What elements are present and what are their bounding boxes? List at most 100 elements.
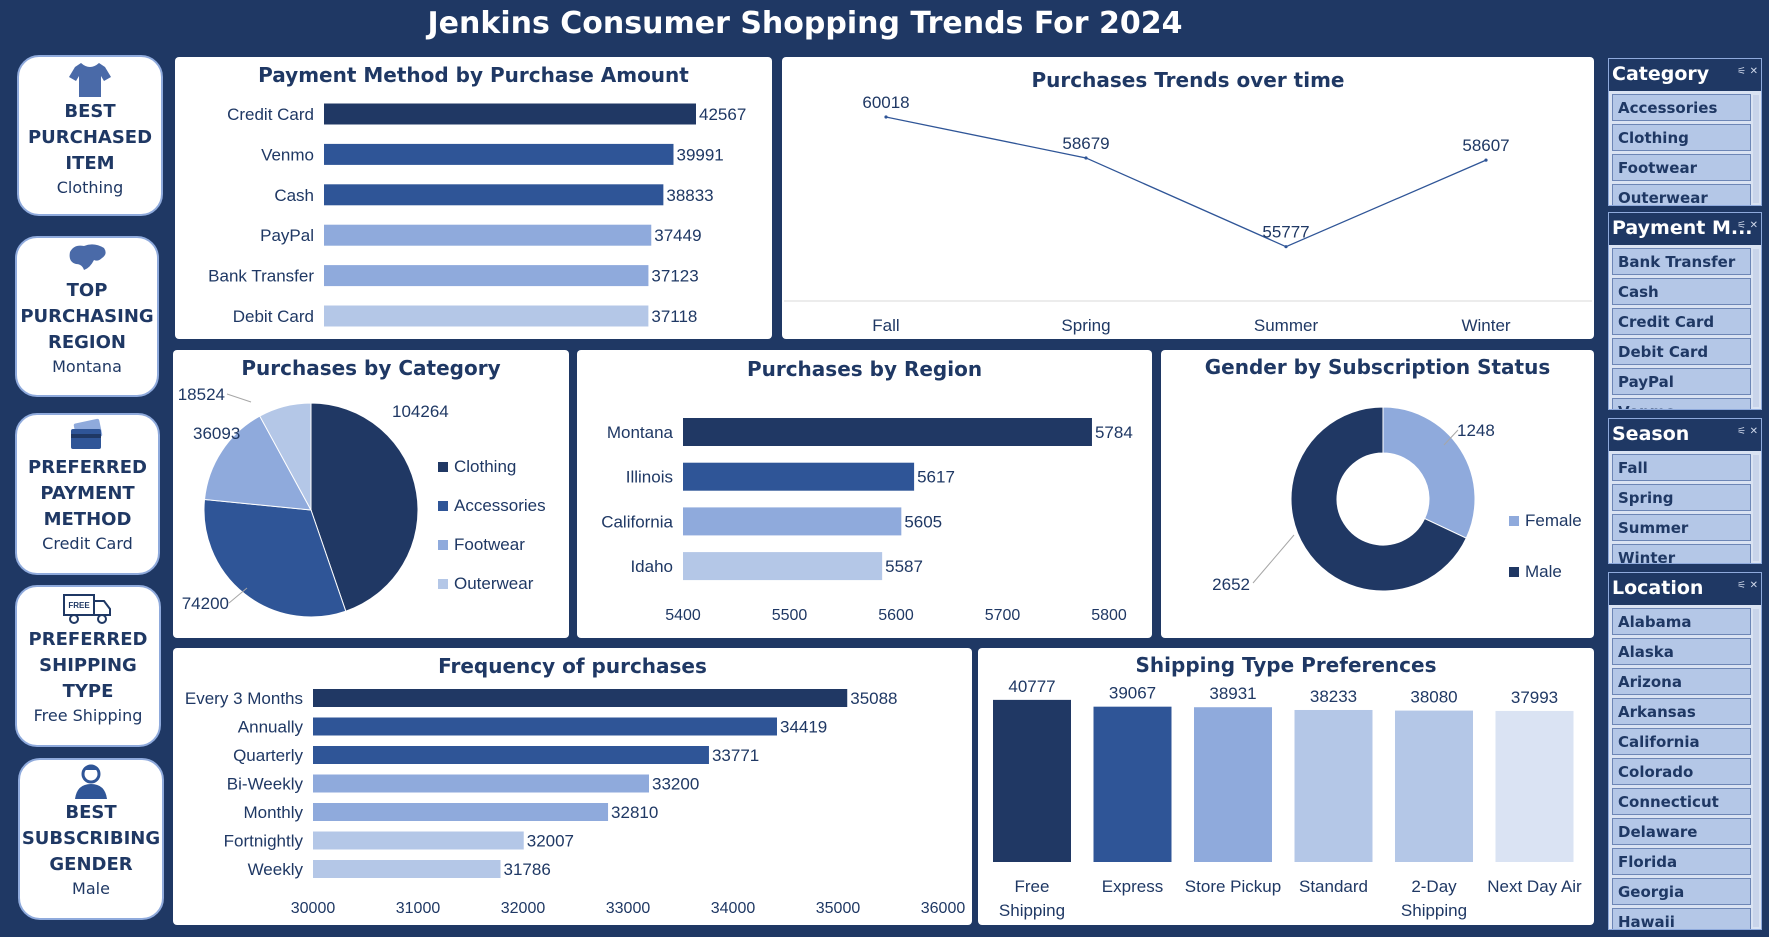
kpi-best-subscribing-gender: BEST SUBSCRIBING GENDER Male	[18, 758, 164, 920]
shirt-icon	[69, 63, 111, 97]
pie-slice	[310, 402, 419, 612]
slicer-item[interactable]: Winter	[1612, 544, 1751, 563]
data-label: 5784	[1095, 423, 1133, 442]
category-label: Cash	[274, 186, 314, 205]
slicer-item[interactable]: Spring	[1612, 484, 1751, 511]
category-label: Bi-Weekly	[227, 775, 304, 794]
bar	[313, 831, 524, 850]
data-label: 2652	[1212, 575, 1250, 594]
category-label: Every 3 Months	[185, 689, 303, 708]
category-label: Idaho	[630, 557, 673, 576]
category-label: Free	[1015, 877, 1050, 896]
bar	[1395, 710, 1473, 862]
legend-label: Outerwear	[454, 574, 534, 593]
slicer-category[interactable]: Category ⚟ ✕ Accessories Clothing Footwear O…	[1608, 58, 1762, 206]
slicer-item[interactable]: Arizona	[1612, 668, 1751, 695]
slicer-filter-icons[interactable]: ⚟ ✕	[1737, 66, 1758, 77]
data-label: 37449	[654, 226, 701, 245]
slicer-title: Payment M...	[1612, 217, 1753, 239]
pie-slice	[1382, 406, 1476, 539]
slicer-item[interactable]: Credit Card	[1612, 308, 1751, 335]
bar	[313, 689, 848, 707]
panel-payment-method: Payment Method by Purchase Amount Credit…	[175, 57, 772, 339]
data-label: 55777	[1262, 223, 1309, 242]
slicer-item[interactable]: Debit Card	[1612, 338, 1751, 365]
legend-swatch	[1509, 567, 1519, 577]
slicer-title: Category	[1612, 63, 1710, 85]
slicer-item[interactable]: Fall	[1612, 454, 1751, 481]
category-label: Illinois	[626, 468, 673, 487]
leader-line	[1443, 429, 1459, 446]
x-tick-label: 31000	[396, 900, 441, 917]
category-label: PayPal	[260, 226, 314, 245]
kpi-value: Montana	[52, 357, 122, 376]
data-label: 37993	[1511, 688, 1558, 707]
slicer-item[interactable]: Summer	[1612, 514, 1751, 541]
slicer-item[interactable]: Florida	[1612, 848, 1751, 875]
x-tick-label: 36000	[921, 900, 966, 917]
bar	[1194, 707, 1272, 862]
kpi-preferred-shipping-type: FREE PREFERRED SHIPPING TYPE Free Shippi…	[15, 585, 161, 747]
slicer-item[interactable]: Outerwear	[1612, 184, 1751, 205]
bar	[313, 803, 609, 821]
data-label: 32007	[527, 832, 574, 851]
slicer-item[interactable]: Clothing	[1612, 124, 1751, 151]
category-pie-chart: 104264 74200 36093 18524 Clothing Accessories…	[178, 385, 546, 618]
pie-slice	[1290, 406, 1467, 592]
data-label: 31786	[504, 860, 551, 879]
slicer-scrollbar[interactable]	[1753, 95, 1759, 203]
slicer-item[interactable]: Accessories	[1612, 94, 1751, 121]
bar	[324, 305, 649, 327]
slicer-item[interactable]: Hawaii	[1612, 908, 1751, 929]
data-label: 5605	[904, 512, 942, 531]
slicer-item[interactable]: PayPal	[1612, 368, 1751, 395]
payment-method-chart: Credit Card 42567 Venmo 39991 Cash 38833 PayPa…	[208, 103, 746, 327]
data-label: 40777	[1008, 677, 1055, 696]
x-tick-label: Winter	[1461, 316, 1510, 335]
person-icon	[75, 764, 107, 799]
slicer-scrollbar[interactable]	[1753, 609, 1759, 927]
slicer-item[interactable]: California	[1612, 728, 1751, 755]
chart-title: Frequency of purchases	[438, 654, 707, 678]
slicer-item[interactable]: Delaware	[1612, 818, 1751, 845]
slicer-scrollbar[interactable]	[1753, 455, 1759, 561]
bar	[1093, 706, 1172, 862]
bar	[313, 717, 777, 736]
category-label: California	[601, 512, 673, 531]
slicer-item[interactable]: Alabama	[1612, 608, 1751, 635]
slicer-item[interactable]: Bank Transfer	[1612, 248, 1751, 275]
slicer-item[interactable]: Georgia	[1612, 878, 1751, 905]
chart-title: Shipping Type Preferences	[1135, 653, 1437, 677]
slicer-item[interactable]: Connecticut	[1612, 788, 1751, 815]
slicer-item[interactable]: Alaska	[1612, 638, 1751, 665]
slicer-filter-icons[interactable]: ⚟ ✕	[1737, 426, 1758, 437]
category-label: Store Pickup	[1185, 877, 1281, 896]
slicer-item[interactable]: Venmo	[1612, 398, 1751, 409]
data-label: 104264	[392, 402, 449, 421]
panel-frequency: Frequency of purchases Every 3 Months 350…	[173, 648, 972, 925]
kpi-preferred-payment-method: PREFERRED PAYMENT METHOD Credit Card	[15, 413, 160, 575]
slicer-payment-method[interactable]: Payment M... ⚟ ✕ Bank Transfer Cash Credit …	[1608, 212, 1762, 410]
slicer-item[interactable]: Arkansas	[1612, 698, 1751, 725]
slicer-location[interactable]: Location ⚟ ✕ Alabama Alaska Arizona Arkansas…	[1608, 572, 1762, 930]
region-bar-chart: Montana 5784 Illinois 5617 California 5605 Ida…	[601, 418, 1133, 624]
slicer-filter-icons[interactable]: ⚟ ✕	[1737, 220, 1758, 231]
category-label: Shipping	[999, 901, 1065, 920]
slicer-item[interactable]: Footwear	[1612, 154, 1751, 181]
credit-card-icon	[70, 418, 102, 449]
slicer-item[interactable]: Colorado	[1612, 758, 1751, 785]
bar	[683, 507, 902, 536]
category-label: 2-Day	[1411, 877, 1457, 896]
frequency-bar-chart: Every 3 Months 35088 Annually 34419 Quarterl…	[185, 689, 966, 917]
purchase-trends-chart: 60018 Fall 58679 Spring 55777 Summer 58607 Wint…	[784, 93, 1592, 335]
series-line	[885, 116, 1487, 248]
data-label: 38833	[666, 186, 713, 205]
slicer-season[interactable]: Season ⚟ ✕ Fall Spring Summer Winter	[1608, 418, 1762, 564]
data-label: 18524	[178, 385, 225, 404]
chart-title: Payment Method by Purchase Amount	[258, 63, 689, 87]
slicer-filter-icons[interactable]: ⚟ ✕	[1737, 580, 1758, 591]
slicer-scrollbar[interactable]	[1753, 249, 1759, 407]
slicer-item[interactable]: Cash	[1612, 278, 1751, 305]
data-label: 33771	[712, 746, 759, 765]
gender-donut-chart: 1248 2652 Female Male	[1212, 406, 1582, 594]
